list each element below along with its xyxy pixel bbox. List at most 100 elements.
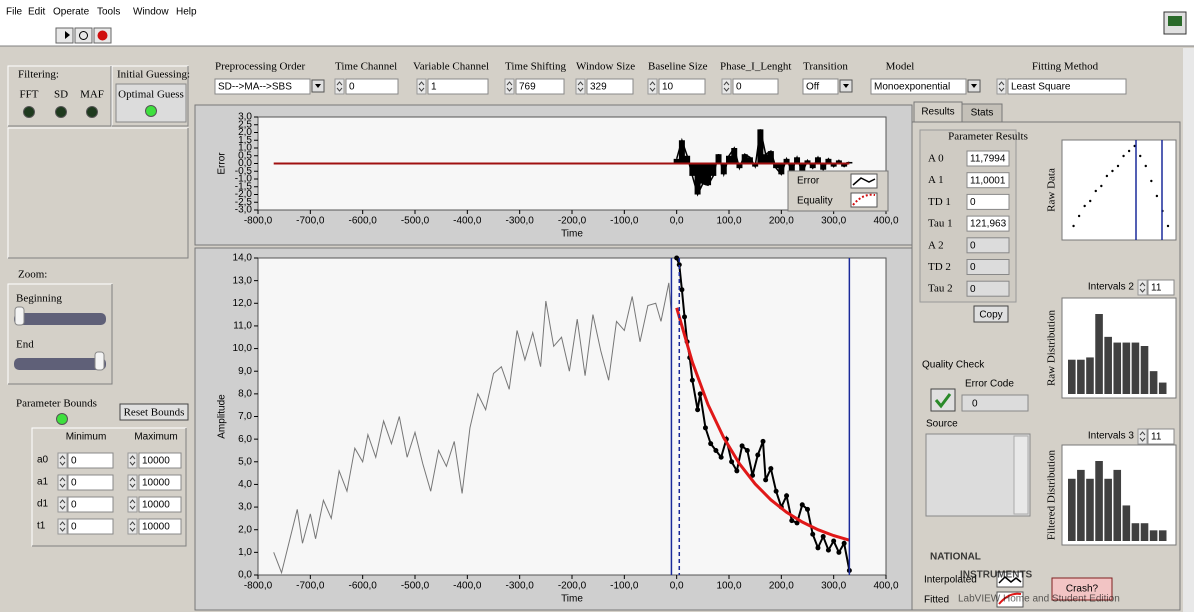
zoom-beginning-slider[interactable] <box>14 313 106 325</box>
watermark: NATIONAL <box>930 552 981 563</box>
control-value-box[interactable] <box>658 78 706 95</box>
parameter-value: 121,963 <box>970 219 1007 230</box>
x-tick-label: 400,0 <box>873 216 898 227</box>
control-label: Phase_I_Lenght <box>720 61 791 73</box>
histogram-bar <box>1068 359 1076 394</box>
increment-arrows[interactable] <box>721 78 732 95</box>
menu-item[interactable]: Operate <box>53 7 90 18</box>
increment-arrows[interactable] <box>334 78 345 95</box>
histogram-bar <box>1149 530 1158 541</box>
control-value-box[interactable] <box>427 78 489 95</box>
parameter-name: TD 1 <box>928 196 951 208</box>
scrollbar[interactable] <box>1183 48 1194 612</box>
measured-point <box>682 314 688 320</box>
increment-arrows[interactable] <box>127 496 138 513</box>
intervals-value-box[interactable] <box>1147 428 1175 445</box>
increment-arrows[interactable] <box>57 452 68 469</box>
arrow-glyph <box>59 499 66 510</box>
bound-max-box[interactable] <box>138 474 182 491</box>
increment-arrows[interactable] <box>127 474 138 491</box>
run-button[interactable] <box>55 27 74 44</box>
copy-button[interactable] <box>973 305 1009 323</box>
measured-point <box>697 391 703 397</box>
control-value-box[interactable] <box>870 78 967 95</box>
arrow-glyph <box>577 81 584 92</box>
slider-thumb[interactable] <box>14 306 25 326</box>
bound-min-box[interactable] <box>67 452 114 469</box>
increment-arrows[interactable] <box>575 78 586 95</box>
increment-arrows[interactable] <box>57 496 68 513</box>
bound-max-box[interactable] <box>138 496 182 513</box>
parameter-value-box[interactable] <box>966 150 1010 167</box>
increment-arrows[interactable] <box>996 78 1007 95</box>
increment-arrows[interactable] <box>647 78 658 95</box>
intervals-value-box[interactable] <box>1147 279 1175 296</box>
menu-item[interactable]: Window <box>133 7 169 18</box>
parameter-name: Tau 2 <box>928 283 953 295</box>
increment-arrows[interactable] <box>57 474 68 491</box>
bound-max-box[interactable] <box>138 452 182 469</box>
x-tick-label: 0,0 <box>670 581 684 592</box>
parameter-value-box[interactable] <box>966 193 1010 210</box>
control-label: Time Shifting <box>505 61 567 73</box>
increment-arrows[interactable] <box>416 78 427 95</box>
parameter-value: 0 <box>970 197 976 208</box>
parameter-value-box[interactable] <box>966 172 1010 189</box>
run-continuous-button[interactable] <box>74 27 93 44</box>
menu-item[interactable]: Help <box>176 7 197 18</box>
increment-arrows[interactable] <box>127 518 138 535</box>
reset-bounds-button[interactable] <box>119 403 189 421</box>
raw-signal <box>273 282 672 575</box>
parameter-value-box[interactable] <box>966 280 1010 297</box>
crash-label: Crash? <box>1066 584 1099 595</box>
intervals-label: Intervals 3 <box>1088 431 1135 442</box>
arrow-glyph <box>506 81 513 92</box>
zoom-end-slider[interactable] <box>14 358 106 370</box>
control-value-box[interactable] <box>586 78 634 95</box>
led-on <box>56 413 68 425</box>
bound-min-box[interactable] <box>67 496 114 513</box>
parameter-value: 0 <box>970 262 976 273</box>
menu-item[interactable]: File <box>6 7 23 18</box>
filter-label: MAF <box>80 89 104 101</box>
control-value-box[interactable] <box>515 78 565 95</box>
raw-data-point <box>1122 154 1125 158</box>
zoom-end-label: End <box>16 339 34 351</box>
bound-max-box[interactable] <box>138 518 182 535</box>
legend-swatch <box>998 575 1022 584</box>
slider-thumb[interactable] <box>94 351 105 371</box>
control-value-box[interactable] <box>214 78 311 95</box>
control-value-box[interactable] <box>1007 78 1127 95</box>
bound-min-box[interactable] <box>67 518 114 535</box>
increment-arrows[interactable] <box>57 518 68 535</box>
histogram-bar <box>1140 346 1149 394</box>
y-tick-label: 2,5 <box>238 119 252 130</box>
measured-point <box>755 452 761 458</box>
legend-icon <box>996 591 1024 608</box>
bound-min-box[interactable] <box>67 474 114 491</box>
crash-button[interactable] <box>1051 577 1113 601</box>
increment-arrows[interactable] <box>504 78 515 95</box>
reset-bounds-label: Reset Bounds <box>124 407 185 419</box>
control-value-box[interactable] <box>732 78 779 95</box>
parameter-value-box[interactable] <box>966 215 1010 232</box>
parameter-value-box[interactable] <box>966 259 1010 275</box>
increment-arrows[interactable] <box>1137 279 1148 296</box>
y-tick-label: 0,0 <box>238 158 252 169</box>
measured-point <box>768 466 774 472</box>
increment-arrows[interactable] <box>127 452 138 469</box>
x-axis-title: Time <box>561 229 583 240</box>
control-value-box[interactable] <box>802 78 839 95</box>
x-tick-label: -600,0 <box>348 581 377 592</box>
source-scroll[interactable] <box>1013 435 1029 515</box>
increment-arrows[interactable] <box>1137 428 1148 445</box>
parameter-value-box[interactable] <box>966 237 1010 254</box>
x-axis-title: Time <box>561 594 583 605</box>
control-value-box[interactable] <box>345 78 399 95</box>
histogram-bar <box>1104 478 1112 541</box>
quality-check-button[interactable] <box>930 388 956 412</box>
y-tick-label: 1,0 <box>238 547 252 558</box>
menu-item[interactable]: Tools <box>97 7 120 18</box>
menu-item[interactable]: Edit <box>28 7 45 18</box>
